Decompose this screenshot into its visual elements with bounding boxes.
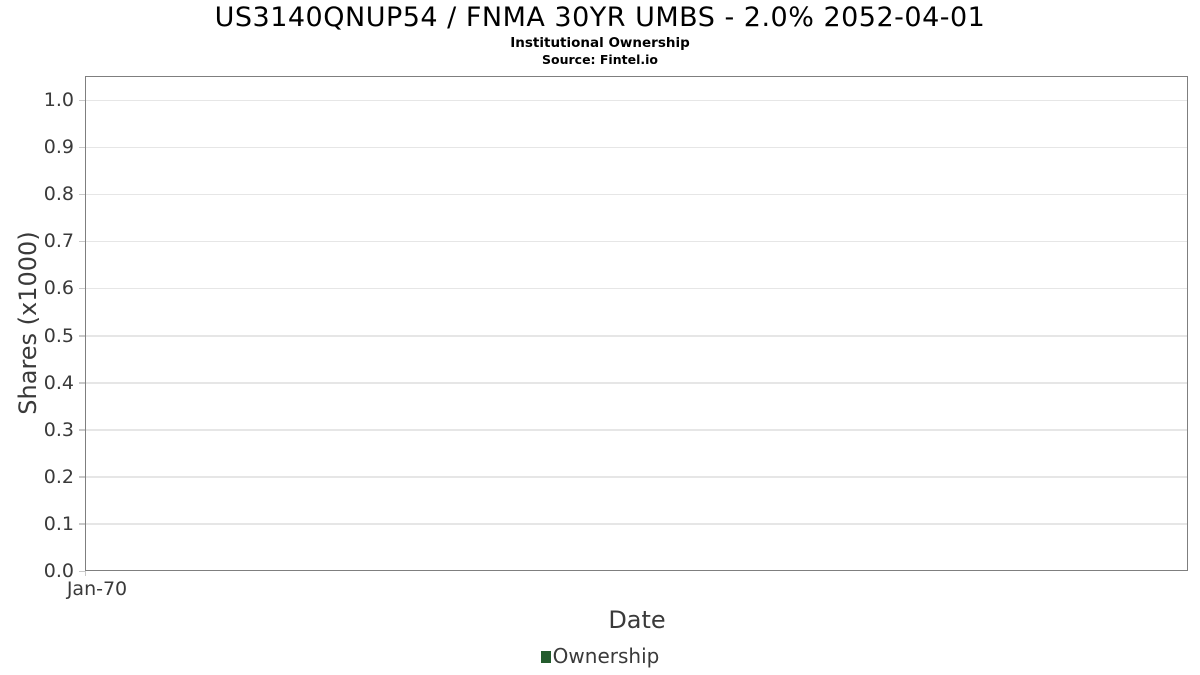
legend-item-ownership[interactable]: Ownership bbox=[540, 644, 660, 668]
y-tick-mark-0.7 bbox=[79, 240, 85, 243]
y-tick-mark-0.1 bbox=[79, 523, 85, 525]
gridline-y-0.7 bbox=[86, 240, 1187, 243]
x-tick-mark-jan-70 bbox=[84, 571, 86, 576]
y-tick-mark-0.3 bbox=[79, 429, 85, 431]
y-tick-label-0.7: 0.7 bbox=[43, 230, 74, 253]
y-tick-mark-1.0 bbox=[79, 99, 85, 101]
y-tick-label-0.2: 0.2 bbox=[43, 465, 74, 488]
y-tick-mark-0.9 bbox=[79, 146, 85, 149]
y-tick-label-0.8: 0.8 bbox=[43, 183, 74, 206]
gridline-y-1.0 bbox=[86, 99, 1187, 101]
gridline-y-0.5 bbox=[86, 335, 1187, 337]
x-axis-label: Date bbox=[608, 606, 666, 634]
x-tick-label: Jan-70 bbox=[66, 578, 128, 600]
y-tick-label-0.4: 0.4 bbox=[43, 371, 74, 394]
y-tick-label-0.9: 0.9 bbox=[43, 136, 74, 159]
y-tick-mark-0.8 bbox=[79, 193, 85, 196]
legend-marker-icon bbox=[540, 651, 551, 663]
y-tick-label-1.0: 1.0 bbox=[43, 89, 74, 111]
legend: Ownership bbox=[0, 644, 1200, 668]
y-tick-mark-0.4 bbox=[79, 382, 85, 384]
gridline-y-0.1 bbox=[86, 523, 1187, 525]
gridline-y-0.3 bbox=[86, 429, 1187, 431]
gridline-y-0.8 bbox=[86, 193, 1187, 196]
y-tick-label-0.3: 0.3 bbox=[43, 418, 74, 441]
plot-area bbox=[85, 76, 1188, 571]
gridline-y-0.6 bbox=[86, 287, 1187, 290]
y-tick-label-0.6: 0.6 bbox=[43, 277, 74, 300]
gridline-y-0.2 bbox=[86, 476, 1187, 478]
y-tick-mark-0.6 bbox=[79, 287, 85, 290]
gridline-y-0.4 bbox=[86, 382, 1187, 384]
y-tick-mark-0.2 bbox=[79, 476, 85, 478]
y-tick-mark-0.5 bbox=[79, 335, 85, 337]
y-tick-label-0.5: 0.5 bbox=[43, 324, 74, 347]
chart-title: US3140QNUP54 / FNMA 30YR UMBS - 2.0% 205… bbox=[214, 2, 986, 33]
chart-subtitle: Institutional Ownership bbox=[510, 35, 690, 51]
gridline-y-0.9 bbox=[86, 146, 1187, 149]
y-tick-label-0.1: 0.1 bbox=[43, 512, 74, 535]
y-tick-label-0.0: 0.0 bbox=[43, 560, 74, 582]
y-tick-mark-0.0 bbox=[79, 570, 85, 572]
legend-label: Ownership bbox=[552, 644, 660, 668]
chart-source: Source: Fintel.io bbox=[542, 52, 658, 67]
